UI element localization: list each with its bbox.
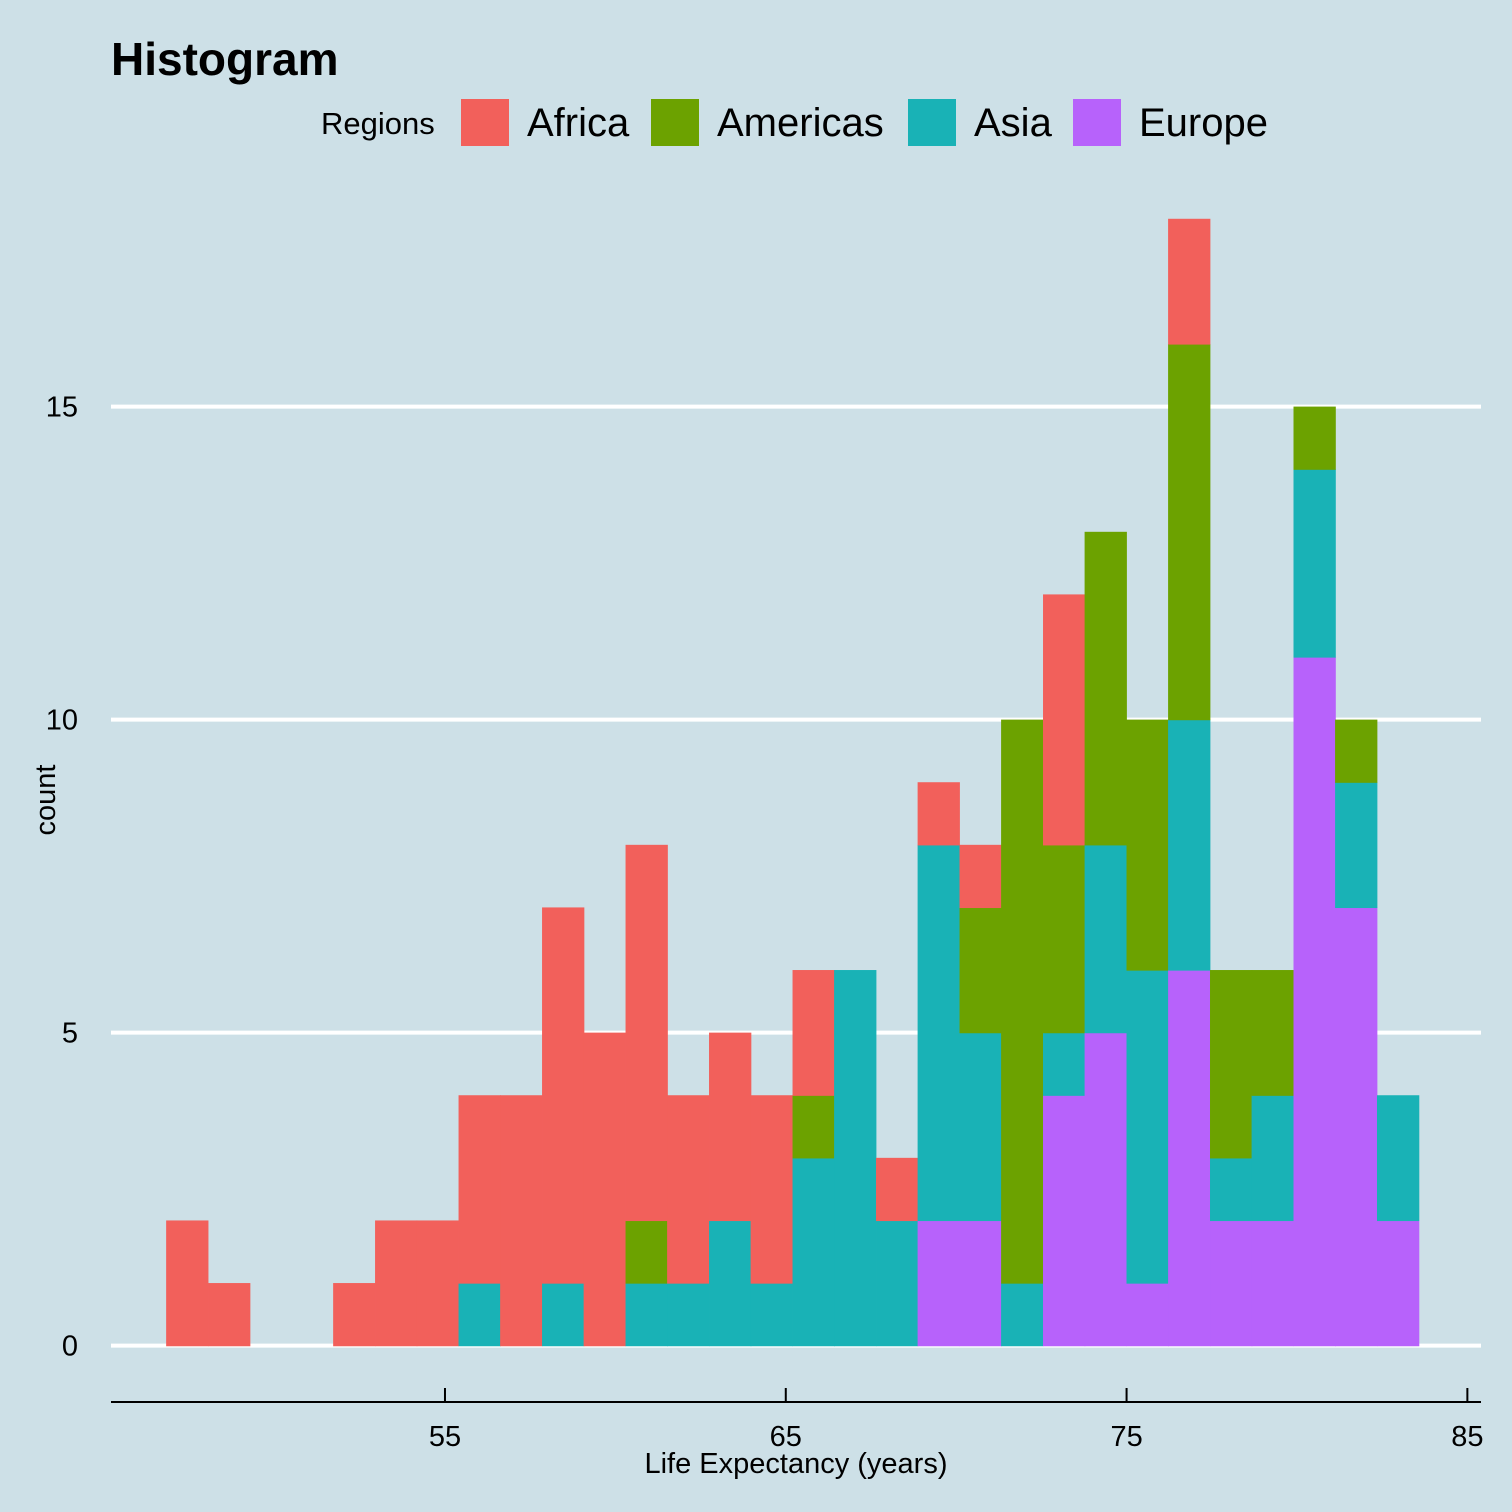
bar-asia [1043, 1032, 1086, 1096]
bar-americas [1335, 719, 1378, 783]
bar-americas [1293, 406, 1336, 470]
bar-africa [166, 1220, 209, 1347]
bar-africa [458, 1095, 501, 1284]
x-axis-title: Life Expectancy (years) [644, 1448, 947, 1480]
bar-asia [1126, 970, 1169, 1284]
bar-europe [1084, 1032, 1127, 1347]
x-tick-label: 65 [770, 1421, 802, 1453]
bar-asia [917, 844, 960, 1222]
bar-asia [834, 970, 877, 1347]
y-tick-label: 5 [62, 1018, 78, 1050]
bar-americas [959, 907, 1002, 1034]
bar-asia [959, 1032, 1002, 1222]
bar-africa [208, 1283, 251, 1347]
legend-swatch-europe [1073, 99, 1121, 146]
bar-africa [542, 907, 585, 1284]
x-tick-label: 75 [1110, 1421, 1142, 1453]
bar-asia [542, 1283, 585, 1347]
bar-americas [1168, 343, 1211, 721]
bar-africa [416, 1220, 459, 1347]
bar-africa [583, 1032, 626, 1347]
y-tick-label: 15 [46, 392, 78, 424]
bar-africa [375, 1220, 418, 1347]
bar-americas [625, 1220, 668, 1284]
legend-swatch-africa [461, 99, 509, 146]
legend: Regions Africa Americas Asia Europe [321, 99, 1268, 146]
bar-africa [750, 1095, 793, 1284]
bar-asia [750, 1283, 793, 1347]
legend-label-asia: Asia [974, 101, 1053, 145]
bar-europe [959, 1220, 1002, 1347]
bar-asia [876, 1220, 919, 1347]
bar-asia [458, 1283, 501, 1347]
bar-asia [625, 1283, 668, 1347]
bar-asia [667, 1283, 710, 1347]
bar-americas [1084, 531, 1127, 846]
bar-asia [1210, 1157, 1253, 1222]
bar-europe [1335, 907, 1378, 1347]
x-axis: 55 65 75 85 [111, 1388, 1484, 1453]
y-axis: 0 5 10 15 [46, 392, 78, 1363]
bar-asia [1001, 1283, 1044, 1347]
bar-europe [1376, 1220, 1420, 1347]
bar-africa [333, 1283, 376, 1347]
bar-americas [1001, 719, 1044, 1284]
bar-africa [1168, 218, 1211, 345]
bar-africa [792, 970, 835, 1096]
bar-africa [1043, 594, 1086, 846]
x-tick-label: 55 [429, 1421, 461, 1453]
bar-asia [1293, 469, 1336, 658]
bar-africa [959, 844, 1002, 909]
bar-asia [1084, 844, 1127, 1034]
y-tick-label: 10 [46, 705, 78, 737]
bar-americas [1210, 970, 1253, 1159]
bar-africa [500, 1095, 543, 1347]
legend-label-europe: Europe [1139, 101, 1268, 145]
bars [166, 218, 1420, 1347]
bar-africa [876, 1157, 919, 1222]
legend-title: Regions [321, 106, 435, 141]
legend-swatch-asia [908, 99, 956, 146]
bar-americas [792, 1095, 835, 1159]
bar-asia [1251, 1095, 1294, 1222]
bar-europe [1210, 1220, 1253, 1347]
bar-asia [792, 1157, 835, 1347]
bar-americas [1251, 970, 1294, 1096]
bar-europe [1043, 1095, 1086, 1347]
bar-europe [1293, 657, 1336, 1347]
x-tick-label: 85 [1451, 1421, 1483, 1453]
y-axis-title: count [30, 765, 62, 836]
bar-africa [917, 782, 960, 846]
bar-africa [667, 1095, 710, 1284]
bar-europe [917, 1220, 960, 1347]
bar-europe [1251, 1220, 1294, 1347]
legend-label-americas: Americas [717, 101, 884, 145]
bar-africa [709, 1032, 752, 1222]
bar-asia [1168, 719, 1211, 971]
legend-swatch-americas [651, 99, 699, 146]
bar-asia [1335, 782, 1378, 909]
legend-label-africa: Africa [527, 101, 630, 145]
bar-americas [1126, 719, 1169, 971]
bar-asia [1376, 1095, 1420, 1222]
bar-europe [1168, 970, 1211, 1347]
bar-europe [1126, 1283, 1169, 1347]
bar-americas [1043, 844, 1086, 1034]
bar-asia [709, 1220, 752, 1347]
chart-title: Histogram [111, 33, 338, 85]
bar-africa [625, 844, 668, 1222]
y-tick-label: 0 [62, 1331, 78, 1363]
